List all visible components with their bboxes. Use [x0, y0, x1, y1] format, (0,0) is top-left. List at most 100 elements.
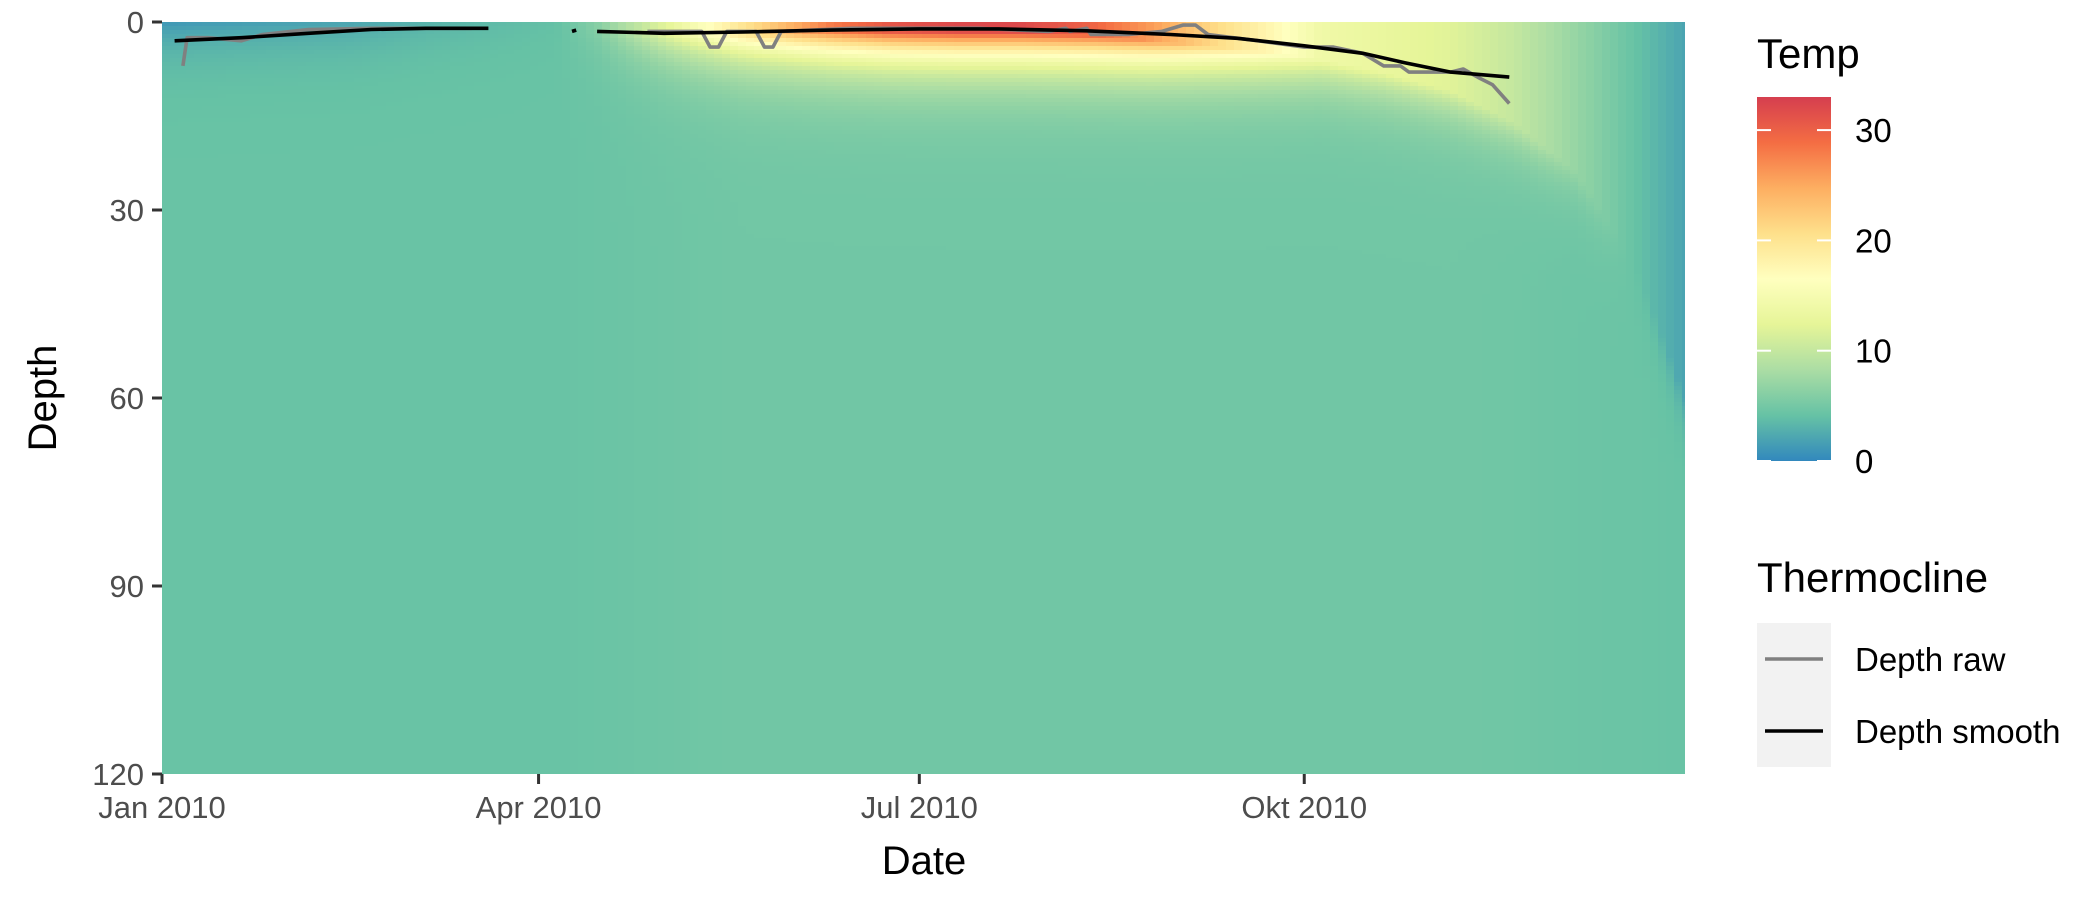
heatmap-cell [194, 706, 203, 711]
heatmap-cell [186, 306, 195, 311]
heatmap-cell [210, 238, 219, 243]
heatmap-cell [186, 386, 195, 391]
heatmap-cell [170, 358, 179, 363]
heatmap-cell [202, 170, 211, 175]
heatmap-cell [258, 690, 267, 695]
heatmap-cell [282, 326, 291, 331]
heatmap-cell [178, 526, 187, 531]
heatmap-cell [274, 582, 283, 587]
heatmap-cell [266, 302, 275, 307]
heatmap-cell [186, 22, 195, 27]
heatmap-cell [234, 250, 243, 255]
heatmap-cell [234, 470, 243, 475]
heatmap-cell [170, 762, 179, 767]
heatmap-cell [282, 90, 291, 95]
heatmap-cell [298, 262, 307, 267]
heatmap-cell [170, 430, 179, 435]
heatmap-cell [242, 302, 251, 307]
heatmap-cell [274, 694, 283, 699]
heatmap-cell [298, 158, 307, 163]
heatmap-cell [298, 254, 307, 259]
heatmap-cell [170, 78, 179, 83]
heatmap-cell [210, 330, 219, 335]
heatmap-cell [274, 410, 283, 415]
heatmap-cell [226, 390, 235, 395]
heatmap-cell [266, 698, 275, 703]
heatmap-cell [290, 422, 299, 427]
heatmap-cell [242, 554, 251, 559]
heatmap-cell [210, 426, 219, 431]
heatmap-cell [258, 378, 267, 383]
heatmap-cell [226, 430, 235, 435]
heatmap-cell [258, 106, 267, 111]
heatmap-cell [298, 478, 307, 483]
heatmap-cell [274, 574, 283, 579]
heatmap-cell [194, 466, 203, 471]
heatmap-cell [298, 750, 307, 755]
heatmap-cell [210, 474, 219, 479]
heatmap-cell [210, 114, 219, 119]
heatmap-cell [178, 582, 187, 587]
heatmap-cell [298, 458, 307, 463]
heatmap-cell [218, 490, 227, 495]
heatmap-cell [290, 366, 299, 371]
heatmap-cell [242, 426, 251, 431]
heatmap-cell [290, 46, 299, 51]
heatmap-cell [282, 666, 291, 671]
heatmap-cell [210, 414, 219, 419]
heatmap-cell [266, 42, 275, 47]
heatmap-cell [186, 150, 195, 155]
heatmap-cell [298, 766, 307, 771]
heatmap-cell [266, 46, 275, 51]
heatmap-cell [186, 530, 195, 535]
heatmap-cell [194, 174, 203, 179]
heatmap-cell [290, 762, 299, 767]
heatmap-cell [290, 586, 299, 591]
heatmap-cell [210, 242, 219, 247]
heatmap-cell [282, 322, 291, 327]
heatmap-cell [274, 94, 283, 99]
heatmap-cell [194, 570, 203, 575]
heatmap-cell [226, 186, 235, 191]
heatmap-cell [170, 498, 179, 503]
heatmap-cell [210, 166, 219, 171]
heatmap-cell [266, 170, 275, 175]
heatmap-cell [250, 330, 259, 335]
heatmap-cell [234, 590, 243, 595]
heatmap-cell [282, 638, 291, 643]
heatmap-cell [282, 526, 291, 531]
heatmap-cell [250, 382, 259, 387]
heatmap-cell [210, 482, 219, 487]
heatmap-cell [242, 578, 251, 583]
heatmap-cell [202, 302, 211, 307]
heatmap-cell [194, 234, 203, 239]
heatmap-cell [218, 226, 227, 231]
heatmap-cell [202, 50, 211, 55]
heatmap-cell [298, 618, 307, 623]
heatmap-cell [266, 506, 275, 511]
heatmap-cell [186, 742, 195, 747]
heatmap-cell [186, 302, 195, 307]
heatmap-cell [282, 502, 291, 507]
heatmap-cell [226, 722, 235, 727]
heatmap-cell [258, 186, 267, 191]
heatmap-cell [226, 298, 235, 303]
heatmap-cell [298, 414, 307, 419]
heatmap-cell [282, 102, 291, 107]
heatmap-cell [298, 678, 307, 683]
heatmap-cell [298, 82, 307, 87]
heatmap-cell [194, 442, 203, 447]
heatmap-cell [242, 346, 251, 351]
heatmap-cell [258, 426, 267, 431]
heatmap-cell [162, 770, 171, 775]
heatmap-cell [210, 206, 219, 211]
heatmap-cell [194, 434, 203, 439]
heatmap-cell [226, 194, 235, 199]
heatmap-cell [218, 558, 227, 563]
heatmap-cell [258, 498, 267, 503]
heatmap-cell [274, 214, 283, 219]
heatmap-cell [226, 746, 235, 751]
heatmap-cell [274, 90, 283, 95]
heatmap-cell [186, 266, 195, 271]
heatmap-cell [298, 318, 307, 323]
